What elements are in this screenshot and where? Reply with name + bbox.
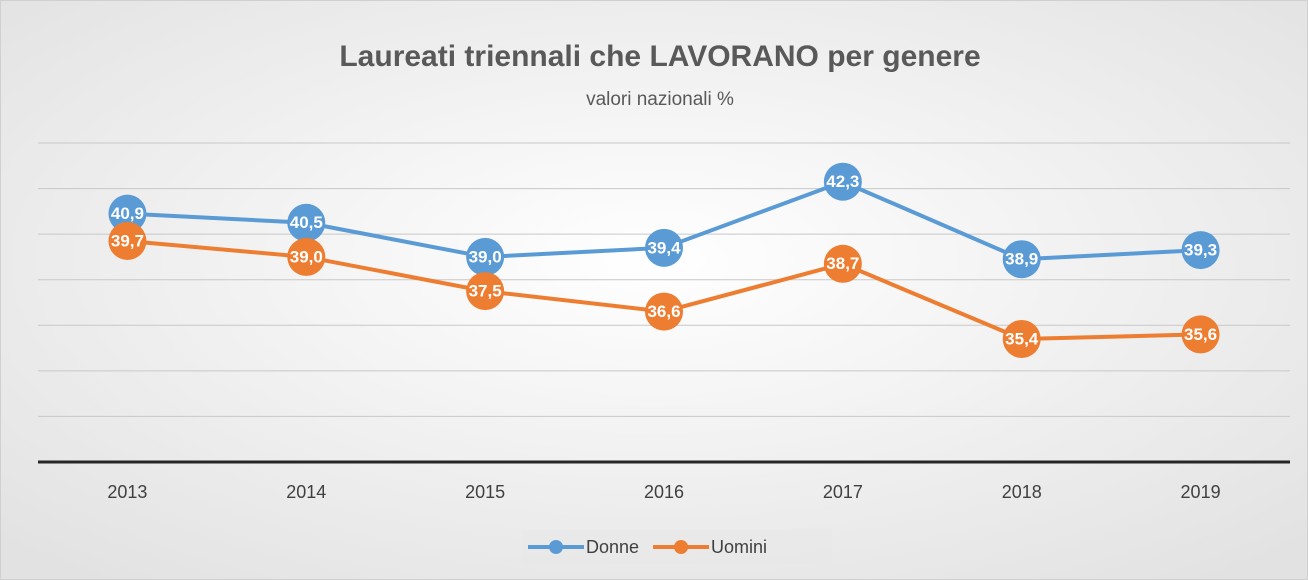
point-marker (108, 221, 147, 260)
point-marker (1181, 315, 1220, 354)
point-marker (823, 162, 862, 201)
data-label: 42,3 (826, 172, 859, 191)
legend-label: Donne (586, 537, 639, 557)
point-marker (645, 228, 683, 267)
x-tick-label: 2013 (107, 482, 147, 502)
x-tick-label: 2014 (286, 482, 326, 502)
legend: Donne Uomini (522, 530, 832, 564)
point-marker (108, 194, 147, 233)
x-tick-label: 2015 (465, 482, 505, 502)
point-marker (466, 237, 505, 276)
x-tick-label: 2016 (644, 482, 684, 502)
x-tick-label: 2017 (823, 482, 863, 502)
legend-swatch-marker (674, 540, 689, 554)
point-marker (1002, 240, 1041, 279)
data-label: 38,9 (1005, 250, 1038, 269)
data-label: 40,5 (290, 213, 323, 232)
data-label: 35,6 (1184, 325, 1217, 344)
data-label: 39,3 (1184, 241, 1217, 260)
data-label: 35,4 (1005, 329, 1039, 348)
data-label: 37,5 (469, 282, 502, 301)
x-tick-label: 2018 (1002, 482, 1042, 502)
data-label: 39,0 (469, 247, 502, 266)
point-marker (287, 203, 326, 242)
chart-subtitle: valori nazionali % (586, 89, 734, 110)
data-label: 39,4 (647, 238, 681, 257)
chart-title: Laureati triennali che LAVORANO per gene… (339, 40, 980, 73)
legend-swatch-marker (549, 540, 563, 554)
point-marker (287, 237, 326, 276)
data-label: 40,9 (111, 204, 144, 223)
point-marker (1002, 319, 1041, 358)
data-label: 39,0 (290, 247, 323, 266)
data-label: 39,7 (111, 231, 144, 250)
data-label: 38,7 (826, 254, 859, 273)
point-marker (466, 272, 505, 311)
point-marker (645, 292, 683, 331)
x-tick-label: 2019 (1181, 482, 1221, 502)
data-label: 36,6 (647, 302, 680, 321)
legend-label: Uomini (711, 537, 767, 557)
point-marker (823, 244, 862, 283)
point-marker (1181, 231, 1220, 270)
